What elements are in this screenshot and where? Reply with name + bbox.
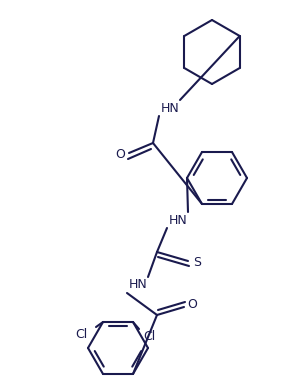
Text: HN: HN [168,213,187,226]
Text: Cl: Cl [75,328,87,341]
Text: O: O [187,298,197,310]
Text: S: S [193,256,201,269]
Text: Cl: Cl [143,330,155,343]
Text: HN: HN [129,278,147,292]
Text: HN: HN [161,102,179,115]
Text: O: O [115,149,125,161]
